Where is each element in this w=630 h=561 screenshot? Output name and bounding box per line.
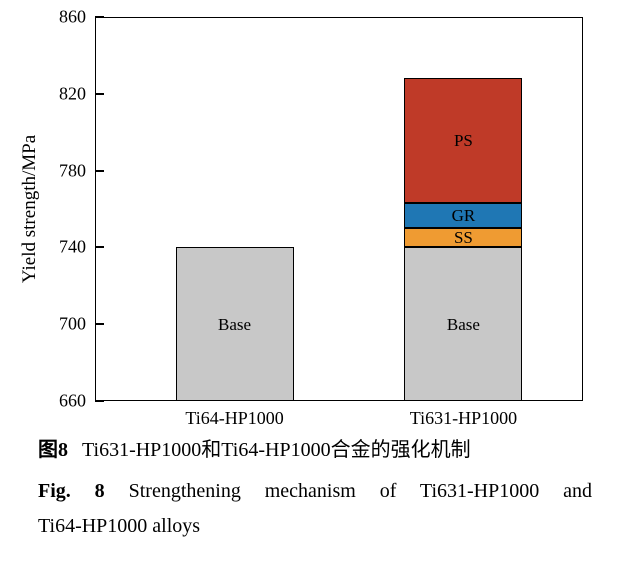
caption-en-text-line1: Strengthening mechanism of Ti631-HP1000 … xyxy=(128,480,593,502)
y-tick-label: 660 xyxy=(59,390,86,411)
segment-label: Base xyxy=(446,314,480,334)
y-tick-label: 780 xyxy=(59,160,86,181)
caption-english-line1: Fig. 8 Strengthening mechanism of Ti631-… xyxy=(38,474,592,509)
y-tick-label: 700 xyxy=(59,313,86,334)
plot-area: Base Base SS GR PS xyxy=(95,16,583,402)
y-tick-mark xyxy=(95,16,104,18)
bar-segment-base: Base xyxy=(404,247,523,401)
y-tick-mark xyxy=(95,169,104,172)
caption-chinese: 图8 Ti631-HP1000和Ti64-HP1000合金的强化机制 xyxy=(38,437,592,463)
y-tick-mark xyxy=(95,400,104,402)
x-tick-label: Ti631-HP1000 xyxy=(409,408,518,428)
caption-en-label: Fig. 8 xyxy=(38,480,105,502)
y-axis-tick-labels: 660 700 740 780 820 860 xyxy=(0,7,86,411)
y-tick-label: 860 xyxy=(59,6,86,27)
x-tick-label: Ti64-HP1000 xyxy=(185,408,284,428)
bar-segment-ps: PS xyxy=(404,78,523,204)
y-tick-mark xyxy=(95,323,104,326)
bar-segment-gr: GR xyxy=(404,203,523,229)
segment-label: Base xyxy=(218,314,252,334)
segment-label: GR xyxy=(451,206,476,226)
y-tick-mark xyxy=(95,92,104,95)
y-tick-label: 740 xyxy=(59,236,86,257)
y-tick-mark xyxy=(95,246,104,249)
figure-caption: 图8 Ti631-HP1000和Ti64-HP1000合金的强化机制 Fig. 8… xyxy=(38,437,592,544)
bar-segment-base: Base xyxy=(175,247,294,401)
caption-english-line2: Ti64-HP1000 alloys xyxy=(38,515,201,537)
segment-label: SS xyxy=(453,228,473,248)
caption-zh-text: Ti631-HP1000和Ti64-HP1000合金的强化机制 xyxy=(82,439,471,461)
caption-zh-label: 图8 xyxy=(38,439,68,461)
segment-label: PS xyxy=(453,131,473,151)
y-tick-label: 820 xyxy=(59,83,86,104)
x-axis-tick-labels: Ti64-HP1000 Ti631-HP1000 xyxy=(95,408,583,434)
bar-segment-ss: SS xyxy=(404,228,523,248)
